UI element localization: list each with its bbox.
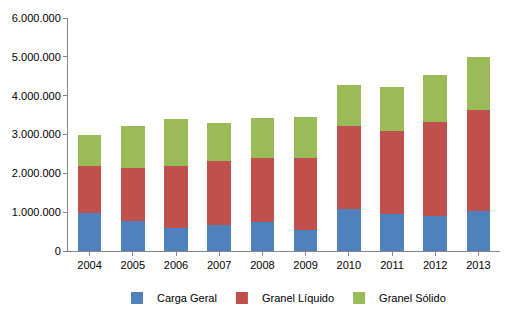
svg-text:Carga Geral: Carga Geral (157, 292, 217, 304)
svg-text:2004: 2004 (77, 259, 101, 271)
svg-text:Granel Líquido: Granel Líquido (262, 292, 334, 304)
svg-text:Granel Sólido: Granel Sólido (379, 292, 446, 304)
svg-text:2.000.000: 2.000.000 (12, 167, 61, 179)
svg-text:3.000.000: 3.000.000 (12, 128, 61, 140)
svg-text:2009: 2009 (293, 259, 317, 271)
svg-text:1.000.000: 1.000.000 (12, 206, 61, 218)
svg-text:2013: 2013 (466, 259, 490, 271)
svg-text:4.000.000: 4.000.000 (12, 90, 61, 102)
svg-text:5.000.000: 5.000.000 (12, 51, 61, 63)
svg-text:2012: 2012 (423, 259, 447, 271)
svg-text:0: 0 (55, 245, 61, 257)
svg-text:2005: 2005 (121, 259, 145, 271)
svg-text:6.000.000: 6.000.000 (12, 12, 61, 24)
svg-text:2007: 2007 (207, 259, 231, 271)
svg-text:2008: 2008 (250, 259, 274, 271)
svg-text:2011: 2011 (380, 259, 404, 271)
svg-text:2010: 2010 (337, 259, 361, 271)
svg-text:2006: 2006 (164, 259, 188, 271)
